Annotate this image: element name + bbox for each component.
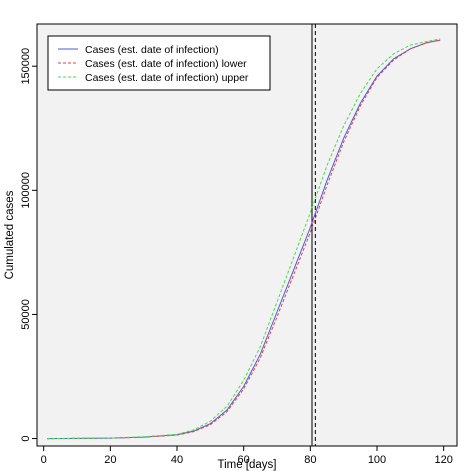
- plot-area: [37, 24, 457, 446]
- y-axis: 0 50000 100000 150000: [20, 48, 37, 442]
- y-tick-label: 150000: [20, 48, 32, 85]
- series-group: [46, 38, 441, 440]
- vertical-reference-lines: [311, 24, 316, 446]
- x-tick-label: 120: [434, 454, 452, 466]
- x-tick-label: 100: [368, 454, 386, 466]
- legend: Cases (est. date of infection) Cases (est…: [47, 35, 271, 91]
- y-tick-label: 50000: [20, 299, 32, 330]
- y-tick-label: 100000: [20, 172, 32, 209]
- plot-border: [36, 23, 458, 447]
- legend-label-2: Cases (est. date of infection) lower: [85, 58, 247, 70]
- x-tick-label: 40: [171, 454, 183, 466]
- y-tick-label: 0: [20, 435, 32, 441]
- legend-label-3: Cases (est. date of infection) upper: [85, 72, 249, 84]
- series-line-2: [46, 39, 441, 440]
- series-line-3: [46, 38, 441, 440]
- legend-label-1: Cases (est. date of infection): [85, 44, 219, 56]
- y-axis-title: Cumulated cases: [4, 190, 16, 279]
- legend-box: [47, 35, 271, 91]
- x-axis-title: Time [days]: [217, 459, 276, 471]
- x-tick-label: 60: [238, 454, 250, 466]
- x-tick-label: 0: [41, 454, 47, 466]
- x-tick-label: 20: [104, 454, 116, 466]
- x-tick-label: 80: [304, 454, 316, 466]
- x-axis: 0 20 40 60 80 100 120: [41, 446, 453, 466]
